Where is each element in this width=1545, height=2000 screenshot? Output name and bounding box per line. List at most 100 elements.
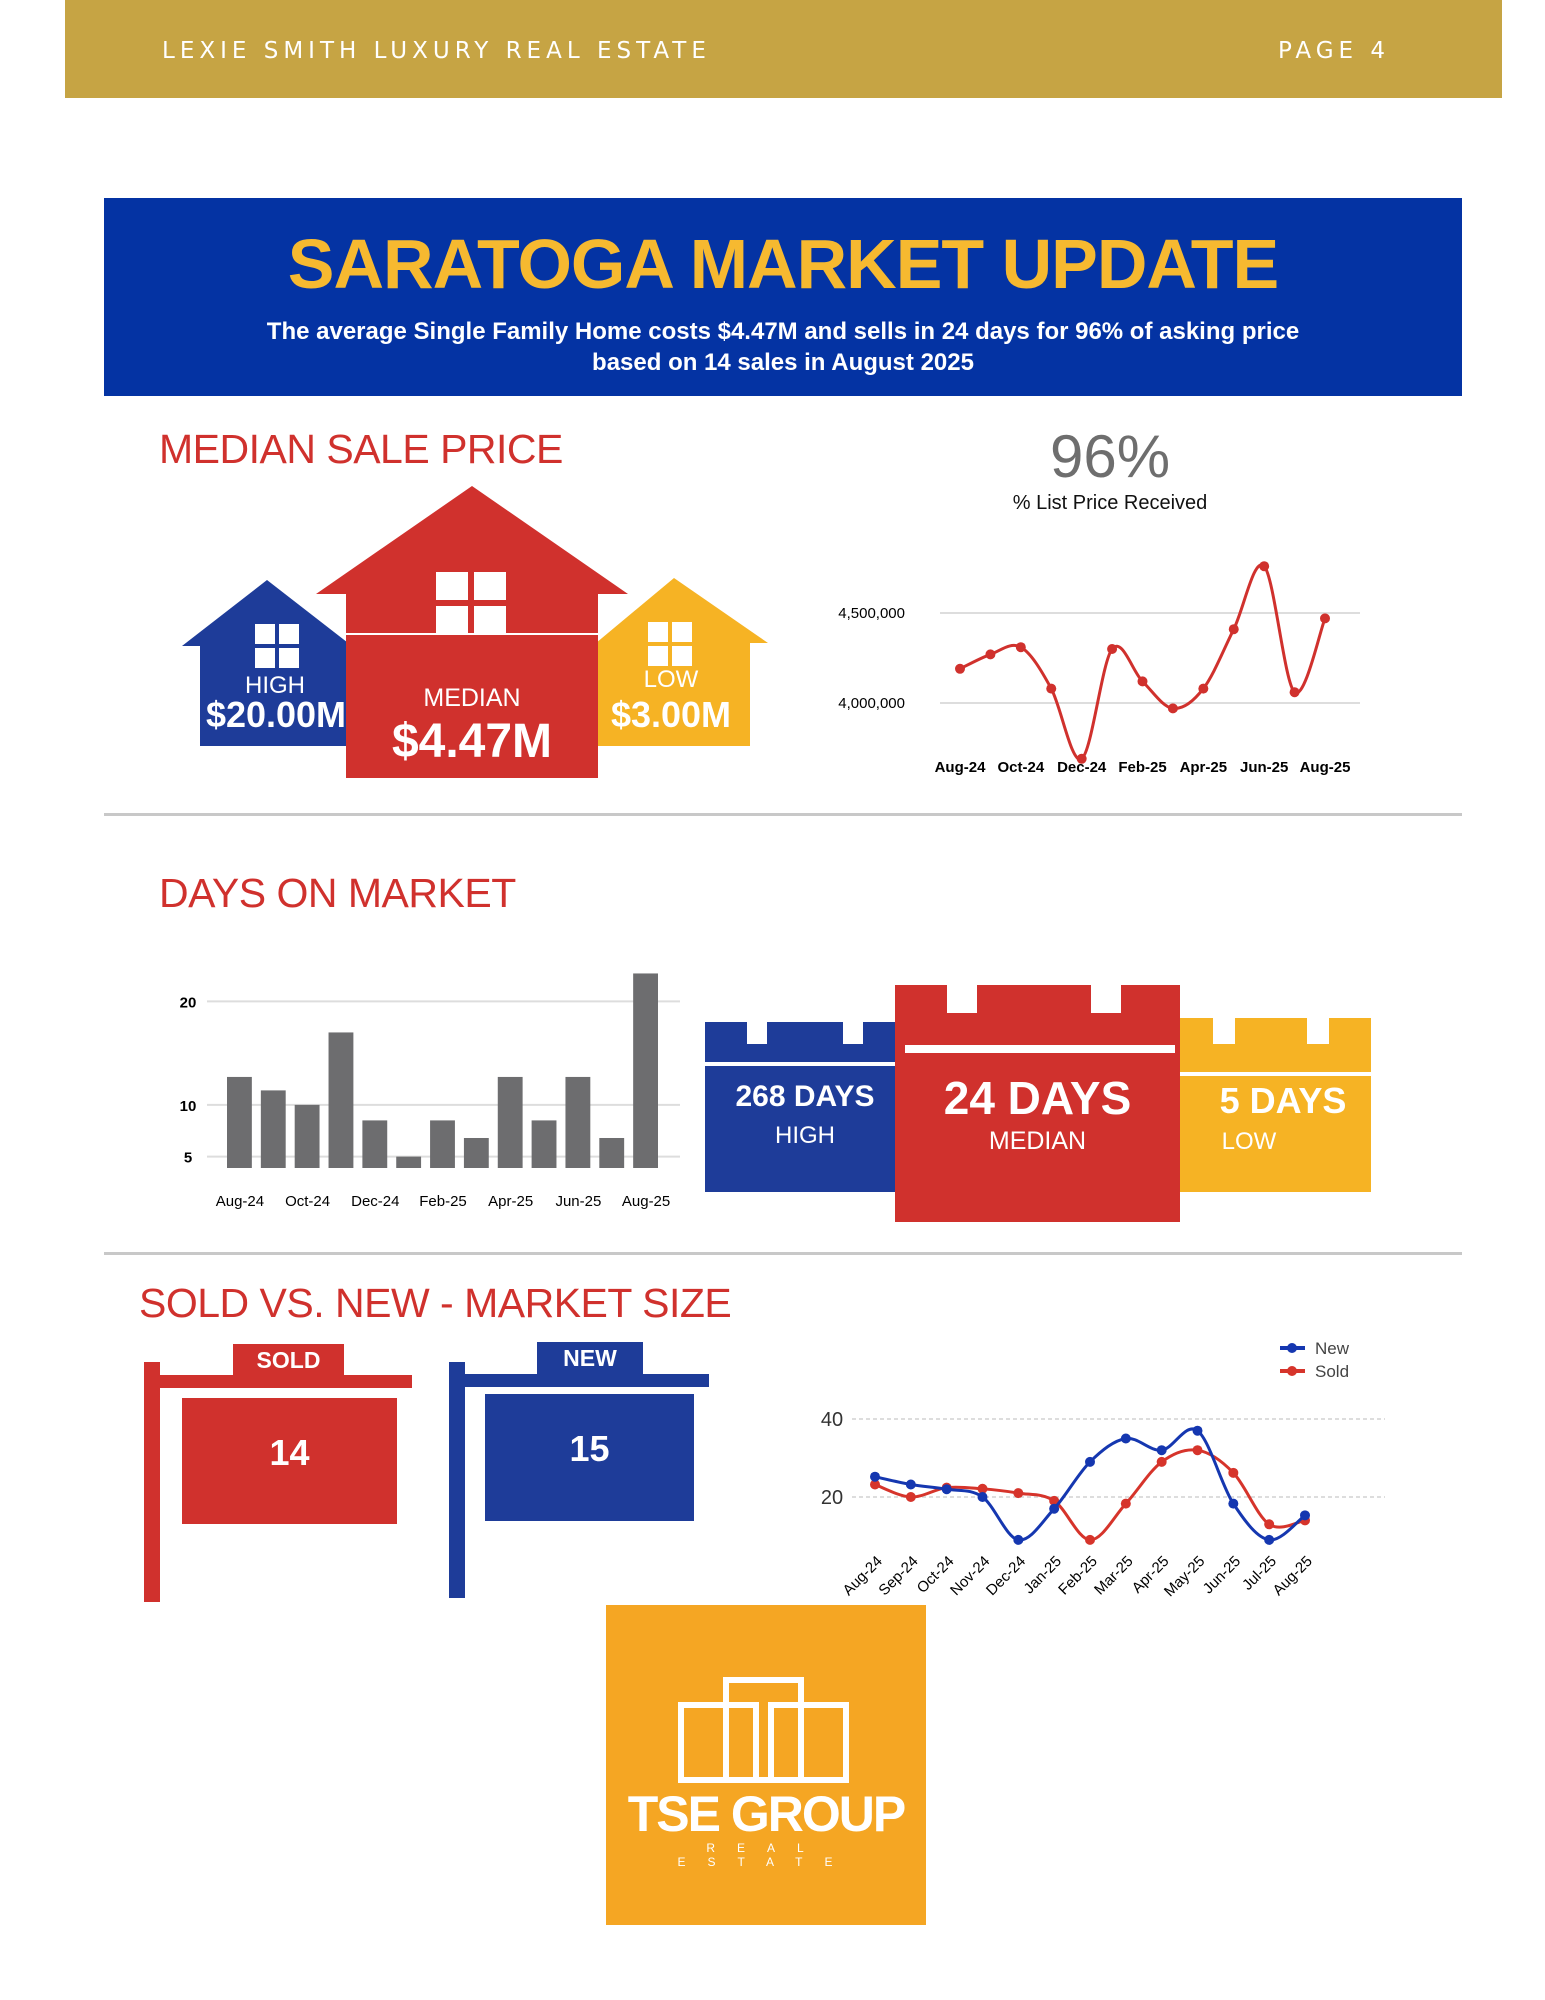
bar bbox=[633, 973, 658, 1168]
x-tick-label: Aug-24 bbox=[840, 1553, 886, 1599]
x-tick-label: Aug-24 bbox=[935, 759, 986, 776]
x-tick-label: Sep-24 bbox=[875, 1553, 921, 1599]
data-point bbox=[1107, 644, 1118, 654]
bar bbox=[294, 1104, 320, 1168]
days-on-market-heading: DAYS ON MARKET bbox=[159, 870, 516, 916]
y-tick-label: 10 bbox=[180, 1098, 197, 1115]
x-tick-label: Jun-25 bbox=[555, 1193, 601, 1210]
high-label: HIGH bbox=[245, 672, 305, 699]
data-point bbox=[1259, 561, 1270, 572]
bar bbox=[463, 1137, 489, 1168]
data-point bbox=[1049, 1503, 1060, 1514]
x-tick-label: Oct-24 bbox=[997, 759, 1044, 776]
logo-mark-icon bbox=[678, 1677, 849, 1783]
x-tick-label: Aug-25 bbox=[1300, 759, 1351, 776]
high-days-calendar: 268 DAYS HIGH bbox=[705, 1018, 905, 1192]
data-point bbox=[1156, 1445, 1167, 1456]
data-point bbox=[1264, 1519, 1275, 1530]
data-point bbox=[1046, 683, 1057, 694]
data-point bbox=[1228, 624, 1239, 635]
window-icon bbox=[648, 622, 692, 666]
y-tick-label: 4,000,000 bbox=[838, 695, 905, 712]
bar bbox=[599, 1137, 625, 1168]
low-value: $3.00M bbox=[610, 694, 732, 735]
x-tick-label: Apr-25 bbox=[488, 1193, 533, 1210]
legend-label: Sold bbox=[1315, 1362, 1349, 1381]
legend-label: New bbox=[1315, 1339, 1350, 1358]
legend-marker bbox=[1287, 1343, 1297, 1353]
x-tick-label: Jun-25 bbox=[1200, 1553, 1244, 1597]
data-point bbox=[1137, 676, 1148, 687]
data-point bbox=[985, 649, 996, 660]
median-days-value: 24 DAYS bbox=[943, 1072, 1132, 1124]
data-point bbox=[905, 1479, 916, 1490]
x-tick-label: Aug-25 bbox=[622, 1193, 670, 1210]
data-point bbox=[1300, 1510, 1310, 1521]
summary-line-1: The average Single Family Home costs $4.… bbox=[266, 318, 1300, 345]
window-icon bbox=[436, 572, 506, 634]
summary-line-2: based on 14 sales in August 2025 bbox=[592, 349, 974, 376]
calendar-ring-icon bbox=[747, 1018, 767, 1044]
data-point bbox=[1015, 642, 1026, 653]
data-point bbox=[1085, 1456, 1095, 1467]
page-number: PAGE 4 bbox=[1277, 38, 1390, 64]
new-count: 15 bbox=[485, 1394, 694, 1521]
data-point bbox=[870, 1471, 880, 1482]
data-point bbox=[1120, 1498, 1131, 1509]
data-point bbox=[1228, 1467, 1239, 1478]
x-tick-label: May-25 bbox=[1161, 1553, 1208, 1600]
list-price-label: % List Price Received bbox=[1012, 492, 1208, 514]
sold-count: 14 bbox=[182, 1398, 397, 1524]
x-tick-label: Feb-25 bbox=[1118, 759, 1166, 776]
sold-vs-new-heading: SOLD VS. NEW - MARKET SIZE bbox=[139, 1280, 732, 1326]
calendar-ring-icon bbox=[843, 1018, 863, 1044]
x-tick-label: Dec-24 bbox=[983, 1553, 1029, 1599]
window-icon bbox=[255, 624, 299, 668]
x-tick-label: Oct-24 bbox=[285, 1193, 330, 1210]
sign-arm bbox=[144, 1375, 412, 1388]
bar bbox=[565, 1076, 591, 1168]
tse-group-logo: TSE GROUP REAL ESTATE bbox=[606, 1605, 926, 1925]
low-label: LOW bbox=[643, 666, 699, 693]
data-point bbox=[1289, 687, 1300, 698]
x-tick-label: Dec-24 bbox=[351, 1193, 399, 1210]
section-divider bbox=[104, 1252, 1462, 1255]
x-tick-label: Feb-25 bbox=[1055, 1553, 1101, 1599]
data-point bbox=[1076, 753, 1087, 764]
sign-post bbox=[449, 1362, 465, 1598]
data-point bbox=[1167, 703, 1178, 714]
data-point bbox=[1198, 683, 1209, 694]
low-days-calendar: 5 DAYS LOW bbox=[1175, 1018, 1371, 1192]
data-point bbox=[1320, 613, 1330, 624]
page-title: SARATOGA MARKET UPDATE bbox=[287, 225, 1279, 303]
y-tick-label: 40 bbox=[821, 1409, 843, 1431]
y-tick-label: 20 bbox=[821, 1487, 843, 1509]
price-line bbox=[959, 563, 1327, 761]
data-point bbox=[1120, 1433, 1131, 1444]
bar bbox=[362, 1120, 388, 1168]
sign-post bbox=[144, 1362, 160, 1602]
calendar-ring-icon bbox=[1307, 1018, 1329, 1044]
high-days-value: 268 DAYS bbox=[735, 1080, 875, 1113]
calendar-stripe bbox=[705, 1062, 905, 1066]
low-days-value: 5 DAYS bbox=[1219, 1080, 1347, 1121]
median-sale-price-heading: MEDIAN SALE PRICE bbox=[159, 426, 563, 472]
calendar-ring-icon bbox=[1091, 973, 1121, 1013]
high-value: $20.00M bbox=[205, 694, 347, 735]
x-tick-label: Feb-25 bbox=[419, 1193, 467, 1210]
calendar-ring-icon bbox=[1213, 1018, 1235, 1044]
y-tick-label: 4,500,000 bbox=[838, 605, 905, 622]
x-tick-label: Apr-25 bbox=[1180, 759, 1228, 776]
data-point bbox=[977, 1492, 988, 1502]
x-tick-label: Aug-25 bbox=[1270, 1553, 1316, 1599]
days-on-market-bar-chart: 5 10 20 Aug-24 Oct-24 Dec-24 Feb-25 Apr-25 Jun-2… bbox=[180, 973, 680, 1210]
bar bbox=[531, 1120, 557, 1168]
x-tick-label: Nov-24 bbox=[947, 1553, 993, 1599]
data-point bbox=[1013, 1534, 1024, 1545]
bar bbox=[260, 1090, 286, 1168]
page-header: LEXIE SMITH LUXURY REAL ESTATE PAGE 4 bbox=[65, 0, 1502, 98]
bar bbox=[430, 1120, 455, 1168]
median-days-calendar: 24 DAYS MEDIAN bbox=[895, 973, 1180, 1222]
median-label: MEDIAN bbox=[423, 684, 521, 712]
